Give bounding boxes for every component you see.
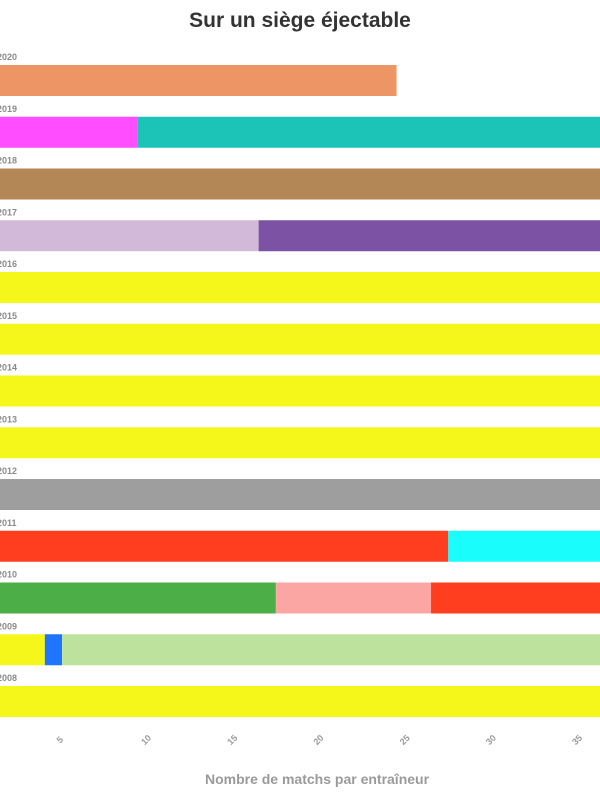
x-tick-25: 25: [398, 733, 412, 747]
bar-segment-2011-2: [448, 530, 600, 562]
bar-segment-2009-3: [62, 634, 600, 666]
bar-segment-2008-1: [0, 686, 600, 717]
bar-segment-2017-1: [0, 220, 259, 252]
x-tick-15: 15: [225, 733, 239, 747]
bar-segment-2017-2: [258, 220, 600, 252]
bar-segment-2010-2: [275, 582, 432, 614]
bar-segment-2012-1: [0, 479, 600, 510]
x-tick-5: 5: [55, 735, 66, 746]
bar-segment-2016-1: [0, 272, 600, 303]
bar-segment-2015-1: [0, 323, 600, 355]
bar-segment-2018-1: [0, 168, 600, 200]
year-label-2012: 2012: [0, 466, 17, 476]
year-label-2008: 2008: [0, 673, 17, 683]
year-label-2014: 2014: [0, 363, 17, 373]
bar-segment-2010-1: [0, 582, 276, 614]
year-label-2010: 2010: [0, 570, 17, 580]
chart-title: Sur un siège éjectable: [189, 9, 411, 32]
year-label-2017: 2017: [0, 207, 17, 217]
bar-segment-2019-2: [137, 116, 600, 148]
x-tick-10: 10: [139, 733, 153, 747]
bar-segment-2010-3: [431, 582, 600, 614]
x-tick-30: 30: [484, 733, 498, 747]
x-tick-20: 20: [311, 733, 325, 747]
bar-segment-2009-1: [0, 634, 45, 666]
year-label-2009: 2009: [0, 621, 17, 631]
x-tick-35: 35: [570, 733, 584, 747]
x-axis-title: Nombre de matchs par entraîneur: [205, 771, 430, 787]
bar-segment-2013-1: [0, 427, 600, 459]
year-label-2019: 2019: [0, 104, 17, 114]
year-label-2016: 2016: [0, 259, 17, 269]
x-axis-ticks: 5 10 15 20 25 30 35: [55, 733, 585, 747]
bar-segment-2020-1: [0, 65, 397, 96]
bar-segment-2011-1: [0, 530, 449, 562]
year-label-2018: 2018: [0, 156, 17, 166]
year-label-2015: 2015: [0, 311, 17, 321]
bar-segment-2019-1: [0, 116, 138, 148]
bar-segment-2009-2: [44, 634, 63, 666]
bars-layer: [0, 65, 600, 717]
year-label-2013: 2013: [0, 414, 17, 424]
bar-segment-2014-1: [0, 375, 600, 407]
year-labels-layer: 2020 2019 2018 2017 2016 2015 2014 2013 2012 2011…: [0, 52, 17, 683]
year-label-2020: 2020: [0, 52, 17, 62]
